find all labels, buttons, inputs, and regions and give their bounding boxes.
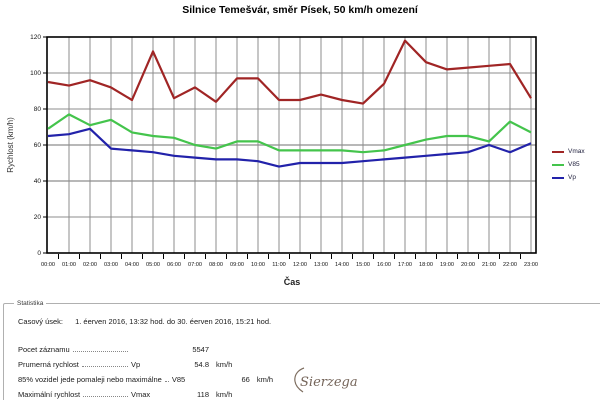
- x-tick-label: 09:00: [230, 262, 244, 268]
- stat-symbol: Vmax: [131, 390, 151, 399]
- y-tick-label: 120: [30, 34, 41, 41]
- chart-legend: Vmax V85 Vp: [552, 148, 585, 187]
- period-value: 1. éerven 2016, 13:32 hod. do 30. éerven…: [75, 317, 272, 326]
- x-tick-label: 20:00: [461, 262, 475, 268]
- x-tick-label: 16:00: [377, 262, 391, 268]
- statistics-title: Statistika: [17, 300, 44, 307]
- sierzega-logo: Sierzega: [294, 367, 358, 393]
- legend-swatch: [552, 150, 564, 153]
- period-label: Casový úsek:: [18, 317, 64, 326]
- y-axis-title: Rychlost (km/h): [6, 117, 15, 173]
- x-axis-title: Čas: [283, 277, 301, 287]
- logo-text: Sierzega: [300, 375, 358, 390]
- y-tick-label: 80: [34, 106, 42, 113]
- legend-swatch: [552, 176, 564, 179]
- x-tick-label: 02:00: [83, 262, 97, 268]
- x-tick-label: 04:00: [125, 262, 139, 268]
- x-tick-label: 23:00: [524, 262, 538, 268]
- stat-unit: km/h: [256, 375, 274, 384]
- chart-title: Silnice Temešvár, směr Písek, 50 km/h om…: [182, 4, 418, 16]
- stat-value: 118: [197, 390, 209, 399]
- y-tick-label: 20: [34, 214, 42, 221]
- stat-row-max-speed: Maximální rychlost Vmax 118 km/h: [18, 384, 248, 399]
- stat-value: 54.8: [194, 360, 209, 369]
- x-tick-label: 07:00: [188, 262, 202, 268]
- stat-label: Pocet záznamu: [18, 345, 70, 354]
- x-tick-label: 05:00: [146, 262, 160, 268]
- dotted-leader: [81, 366, 128, 367]
- series-line-vp: [47, 127, 532, 168]
- x-tick-label: 21:00: [482, 262, 496, 268]
- y-tick-label: 0: [37, 250, 41, 257]
- x-tick-label: 13:00: [314, 262, 328, 268]
- x-tick-label: 10:00: [251, 262, 265, 268]
- x-tick-label: 12:00: [293, 262, 307, 268]
- x-tick-label: 18:00: [419, 262, 433, 268]
- stat-symbol: Vp: [131, 360, 141, 369]
- stat-label: 85% vozidel jede pomaleji nebo maximálne: [18, 375, 162, 384]
- legend-item-vp: Vp: [552, 174, 585, 181]
- x-tick-label: 00:00: [41, 262, 55, 268]
- stat-symbol: V85: [171, 375, 186, 384]
- x-tick-label: 01:00: [62, 262, 76, 268]
- stat-unit: km/h: [216, 360, 233, 369]
- x-tick-label: 14:00: [335, 262, 349, 268]
- legend-label: Vp: [568, 174, 576, 181]
- series-line-vmax: [47, 39, 532, 105]
- dotted-leader: [72, 351, 128, 352]
- stat-value: 66: [241, 375, 250, 384]
- dotted-leader: [164, 381, 169, 382]
- stat-label: Maximální rychlost: [18, 390, 81, 399]
- x-tick-label: 19:00: [440, 262, 454, 268]
- x-tick-label: 17:00: [398, 262, 412, 268]
- stat-row-count: Pocet záznamu 5547: [18, 339, 248, 354]
- statistics-panel: Statistika Casový úsek: 1. éerven 2016, …: [3, 300, 600, 400]
- speed-chart: 0 20 40 60 80 100 120 00:00 01:00 02:00 03:00 04:00…: [30, 34, 538, 268]
- stat-row-average-speed: Prumerná rychlost Vp 54.8 km/h: [18, 354, 248, 369]
- legend-item-vmax: Vmax: [552, 148, 585, 155]
- stat-unit: km/h: [216, 390, 233, 399]
- x-tick-label: 15:00: [356, 262, 370, 268]
- logo-swoosh-icon: [294, 367, 305, 393]
- stat-rows: Pocet záznamu 5547 Prumerná rychlost Vp …: [18, 339, 273, 399]
- x-tick-label: 08:00: [209, 262, 223, 268]
- x-tick-label: 11:00: [272, 262, 286, 268]
- y-tick-label: 60: [34, 142, 42, 149]
- x-tick-label: 03:00: [104, 262, 118, 268]
- legend-swatch: [552, 163, 564, 166]
- stat-row-v85: 85% vozidel jede pomaleji nebo maximálne…: [18, 369, 273, 384]
- legend-label: Vmax: [568, 148, 585, 155]
- series-line-v85: [47, 113, 532, 154]
- stat-label: Prumerná rychlost: [18, 360, 79, 369]
- y-tick-label: 100: [30, 70, 41, 77]
- stat-value: 5547: [192, 345, 209, 354]
- period-row: Casový úsek: 1. éerven 2016, 13:32 hod. …: [18, 317, 271, 326]
- x-tick-label: 22:00: [503, 262, 517, 268]
- legend-item-v85: V85: [552, 161, 585, 168]
- legend-label: V85: [568, 161, 580, 168]
- x-tick-label: 06:00: [167, 262, 181, 268]
- y-tick-label: 40: [34, 178, 42, 185]
- dotted-leader: [83, 396, 128, 397]
